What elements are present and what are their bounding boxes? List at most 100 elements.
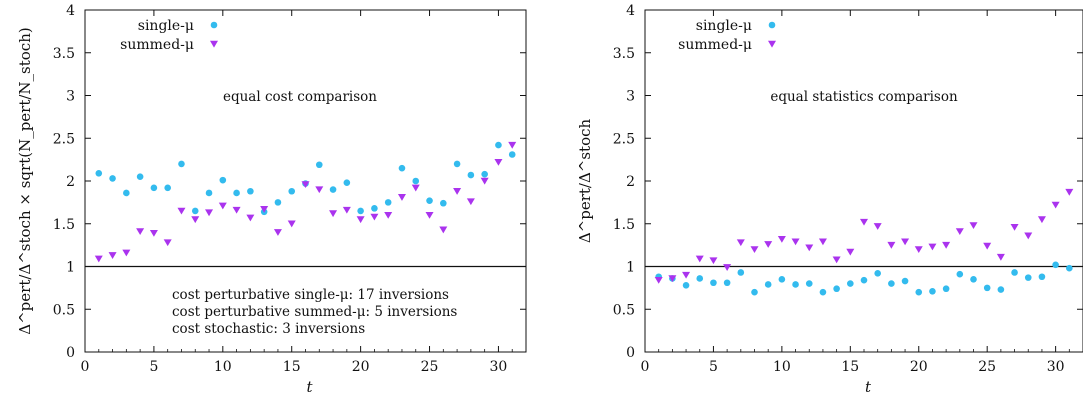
legend-marker [768, 21, 776, 29]
series-single-mu [655, 261, 1073, 296]
data-point [764, 241, 773, 248]
data-point [439, 226, 448, 234]
y-axis-label: Δ^pert/Δ^stoch × sqrt(N_pert/N_stoch) [16, 27, 34, 334]
data-point [777, 235, 786, 243]
data-point [329, 186, 337, 193]
y-tick-label: 1.5 [53, 217, 75, 233]
legend-marker [210, 21, 218, 29]
data-point [411, 184, 420, 192]
data-point [682, 271, 691, 279]
data-point [983, 242, 992, 250]
y-tick-label: 0 [66, 345, 75, 361]
data-point [710, 279, 717, 287]
data-point [508, 141, 517, 149]
data-point [1052, 261, 1059, 269]
y-axis-label: Δ^pert/Δ^stoch [576, 118, 594, 243]
data-point [819, 288, 827, 296]
data-point [654, 276, 663, 284]
data-point [1066, 264, 1073, 272]
y-tick-label: 0.5 [613, 302, 635, 318]
data-point [508, 151, 516, 158]
data-point [997, 286, 1005, 293]
series-summed-mu [654, 188, 1074, 284]
data-point [695, 255, 704, 263]
x-tick-label: 25 [421, 359, 439, 375]
data-point [1024, 274, 1032, 281]
y-tick-label: 2 [626, 174, 635, 190]
data-point [247, 187, 254, 195]
data-point [397, 194, 406, 201]
data-point [205, 209, 214, 217]
y-tick-label: 0.5 [53, 302, 75, 318]
data-point [371, 205, 378, 212]
data-point [370, 213, 379, 221]
data-point [136, 228, 145, 236]
data-point [942, 241, 951, 249]
series-single-mu [95, 141, 516, 216]
data-point [440, 199, 447, 207]
legend-label: summed-μ [120, 37, 194, 53]
data-point [357, 207, 364, 215]
y-tick-label: 2 [66, 174, 75, 190]
data-point [453, 160, 461, 168]
data-point [273, 229, 282, 236]
data-point [481, 170, 488, 178]
data-point [929, 287, 936, 295]
data-point [1010, 223, 1019, 231]
data-point [696, 275, 704, 282]
series-summed-mu [94, 141, 517, 263]
data-point [466, 198, 475, 206]
data-point [301, 181, 310, 189]
data-point [1065, 188, 1074, 196]
data-point [108, 252, 117, 259]
data-point [1037, 216, 1046, 224]
data-point [668, 275, 677, 283]
data-point [888, 280, 895, 287]
x-tick-label: 30 [490, 359, 508, 375]
x-tick-label: 10 [214, 359, 232, 375]
legend-label: summed-μ [678, 37, 752, 53]
data-point [219, 176, 227, 184]
x-tick-label: 20 [352, 359, 370, 375]
data-point [887, 241, 896, 249]
data-point [315, 161, 323, 169]
y-tick-label: 2.5 [613, 131, 635, 147]
cost-note-line: cost perturbative single-μ: 17 inversion… [172, 287, 449, 303]
data-point [495, 141, 502, 149]
data-point [398, 164, 406, 172]
data-point [494, 158, 503, 166]
right-panel: 0 0.5 1 1.5 2 2.5 3 3.5 4 0 5 10 15 20 25 30 t Δ^pert/Δ^s… [576, 3, 1083, 396]
data-point [914, 246, 923, 253]
data-point [846, 248, 855, 256]
x-tick-label: 0 [81, 359, 90, 375]
cost-note-line: cost stochastic: 3 inversions [172, 321, 365, 337]
data-point [150, 184, 158, 192]
x-tick-label: 20 [910, 359, 928, 375]
data-point [723, 264, 732, 271]
data-point [356, 216, 365, 224]
data-point [832, 256, 841, 264]
x-tick-label: 5 [149, 359, 158, 375]
data-point [412, 177, 420, 185]
data-point [751, 288, 758, 296]
data-point [996, 253, 1005, 261]
data-point [874, 270, 881, 277]
y-tick-label: 4 [626, 3, 635, 19]
data-point [928, 243, 937, 251]
data-point [163, 239, 172, 247]
y-tick-label: 1.5 [613, 217, 635, 233]
x-tick-label: 25 [978, 359, 996, 375]
data-point [805, 244, 814, 252]
x-axis-label: t [306, 378, 313, 396]
cost-note-line: cost perturbative summed-μ: 5 inversions [172, 304, 457, 320]
data-point [287, 220, 296, 228]
legend-label: single-μ [696, 18, 752, 34]
data-point [342, 206, 351, 214]
data-point [969, 222, 978, 230]
data-point [1011, 269, 1018, 276]
data-point [1038, 273, 1046, 281]
data-point [860, 276, 868, 284]
data-point [764, 281, 772, 288]
